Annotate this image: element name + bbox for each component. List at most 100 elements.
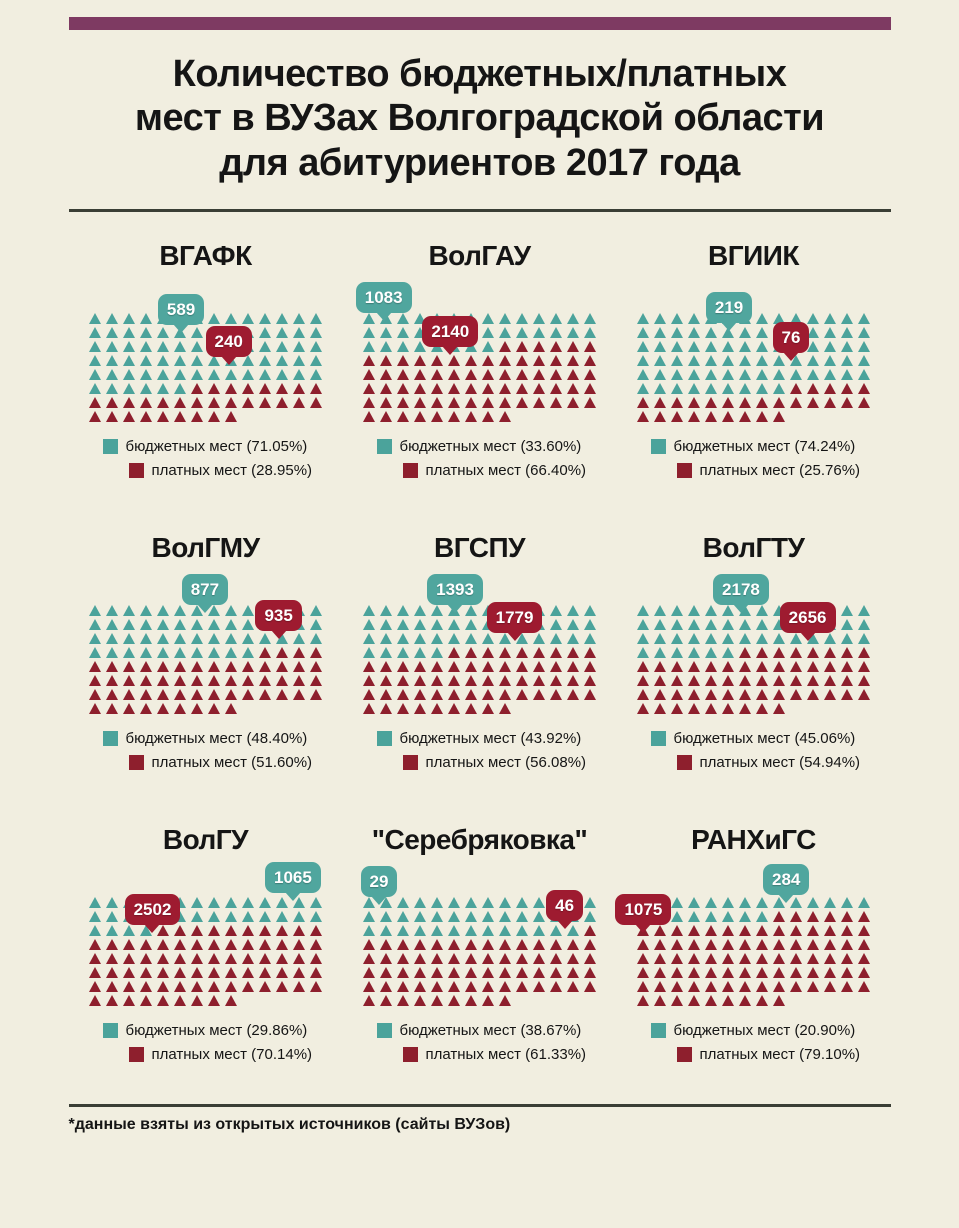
budget-unit-icon [550,619,562,631]
paid-unit-icon [637,689,649,701]
paid-unit-icon [310,675,322,687]
budget-swatch-icon [376,731,392,747]
paid-unit-icon [516,369,528,381]
paid-unit-icon [533,981,545,993]
budget-unit-icon [431,633,443,645]
budget-unit-icon [225,897,237,909]
budget-unit-icon [174,633,186,645]
paid-unit-icon [654,925,666,937]
paid-unit-icon [380,689,392,701]
paid-unit-icon [584,689,596,701]
budget-unit-icon [807,897,819,909]
paid-unit-icon [380,661,392,673]
budget-unit-icon [516,327,528,339]
paid-unit-icon [225,689,237,701]
paid-unit-icon [293,647,305,659]
paid-unit-icon [431,661,443,673]
paid-unit-icon [242,661,254,673]
budget-unit-icon [584,897,596,909]
budget-unit-icon [790,633,802,645]
budget-count-callout: 1083 [355,282,412,314]
paid-unit-icon [310,953,322,965]
paid-swatch-icon [402,755,418,771]
paid-unit-icon [157,953,169,965]
legend-budget-label: бюджетных мест (45.06%) [673,730,856,748]
chart-legend: бюджетных мест (29.86%) платных мест (70… [102,1022,343,1063]
paid-unit-icon [208,689,220,701]
paid-unit-icon [688,661,700,673]
paid-unit-icon [482,953,494,965]
budget-unit-icon [431,925,443,937]
budget-unit-icon [363,313,375,325]
budget-unit-icon [174,619,186,631]
budget-unit-icon [567,633,579,645]
paid-unit-icon [140,661,152,673]
paid-unit-icon [157,689,169,701]
budget-count-callout: 2178 [713,574,769,606]
paid-unit-icon [89,939,101,951]
budget-unit-icon [293,911,305,923]
paid-unit-icon [584,355,596,367]
budget-unit-icon [191,327,203,339]
waffle-chart: 589 240 [87,294,325,423]
budget-unit-icon [414,897,426,909]
budget-unit-icon [807,369,819,381]
budget-unit-icon [208,369,220,381]
paid-unit-icon [756,967,768,979]
paid-unit-icon [841,953,853,965]
paid-unit-icon [790,661,802,673]
paid-unit-icon [397,939,409,951]
paid-unit-icon [584,369,596,381]
paid-unit-icon [516,355,528,367]
paid-unit-icon [824,953,836,965]
paid-unit-icon [858,911,870,923]
paid-unit-icon [363,355,375,367]
budget-unit-icon [482,911,494,923]
paid-unit-icon [380,953,392,965]
budget-unit-icon [363,605,375,617]
paid-unit-icon [499,355,511,367]
paid-unit-icon [722,397,734,409]
budget-unit-icon [841,897,853,909]
paid-unit-icon [89,675,101,687]
paid-unit-icon [824,647,836,659]
paid-unit-icon [276,397,288,409]
budget-unit-icon [191,897,203,909]
legend-paid-row: платных мест (54.94%) [676,754,891,771]
paid-count-callout: 1075 [615,894,672,926]
paid-unit-icon [191,703,203,715]
paid-unit-icon [157,925,169,937]
paid-unit-icon [584,981,596,993]
paid-unit-icon [208,981,220,993]
budget-unit-icon [397,911,409,923]
paid-unit-icon [414,953,426,965]
budget-unit-icon [225,911,237,923]
paid-unit-icon [225,675,237,687]
paid-unit-icon [140,939,152,951]
budget-count-callout: 219 [705,292,753,324]
paid-unit-icon [482,689,494,701]
paid-unit-icon [773,703,785,715]
paid-unit-icon [123,411,135,423]
paid-unit-icon [123,953,135,965]
paid-unit-icon [858,383,870,395]
budget-unit-icon [637,383,649,395]
paid-unit-icon [773,689,785,701]
budget-unit-icon [89,911,101,923]
paid-unit-icon [448,995,460,1007]
budget-unit-icon [722,341,734,353]
budget-unit-icon [584,313,596,325]
paid-unit-icon [310,647,322,659]
legend-budget-label: бюджетных мест (74.24%) [673,438,856,456]
budget-unit-icon [140,313,152,325]
budget-unit-icon [756,369,768,381]
budget-unit-icon [807,355,819,367]
paid-unit-icon [773,911,785,923]
paid-unit-icon [533,953,545,965]
paid-unit-icon [397,675,409,687]
paid-unit-icon [739,995,751,1007]
budget-unit-icon [688,341,700,353]
budget-unit-icon [225,369,237,381]
budget-unit-icon [807,327,819,339]
paid-count-callout: 2502 [124,894,181,926]
